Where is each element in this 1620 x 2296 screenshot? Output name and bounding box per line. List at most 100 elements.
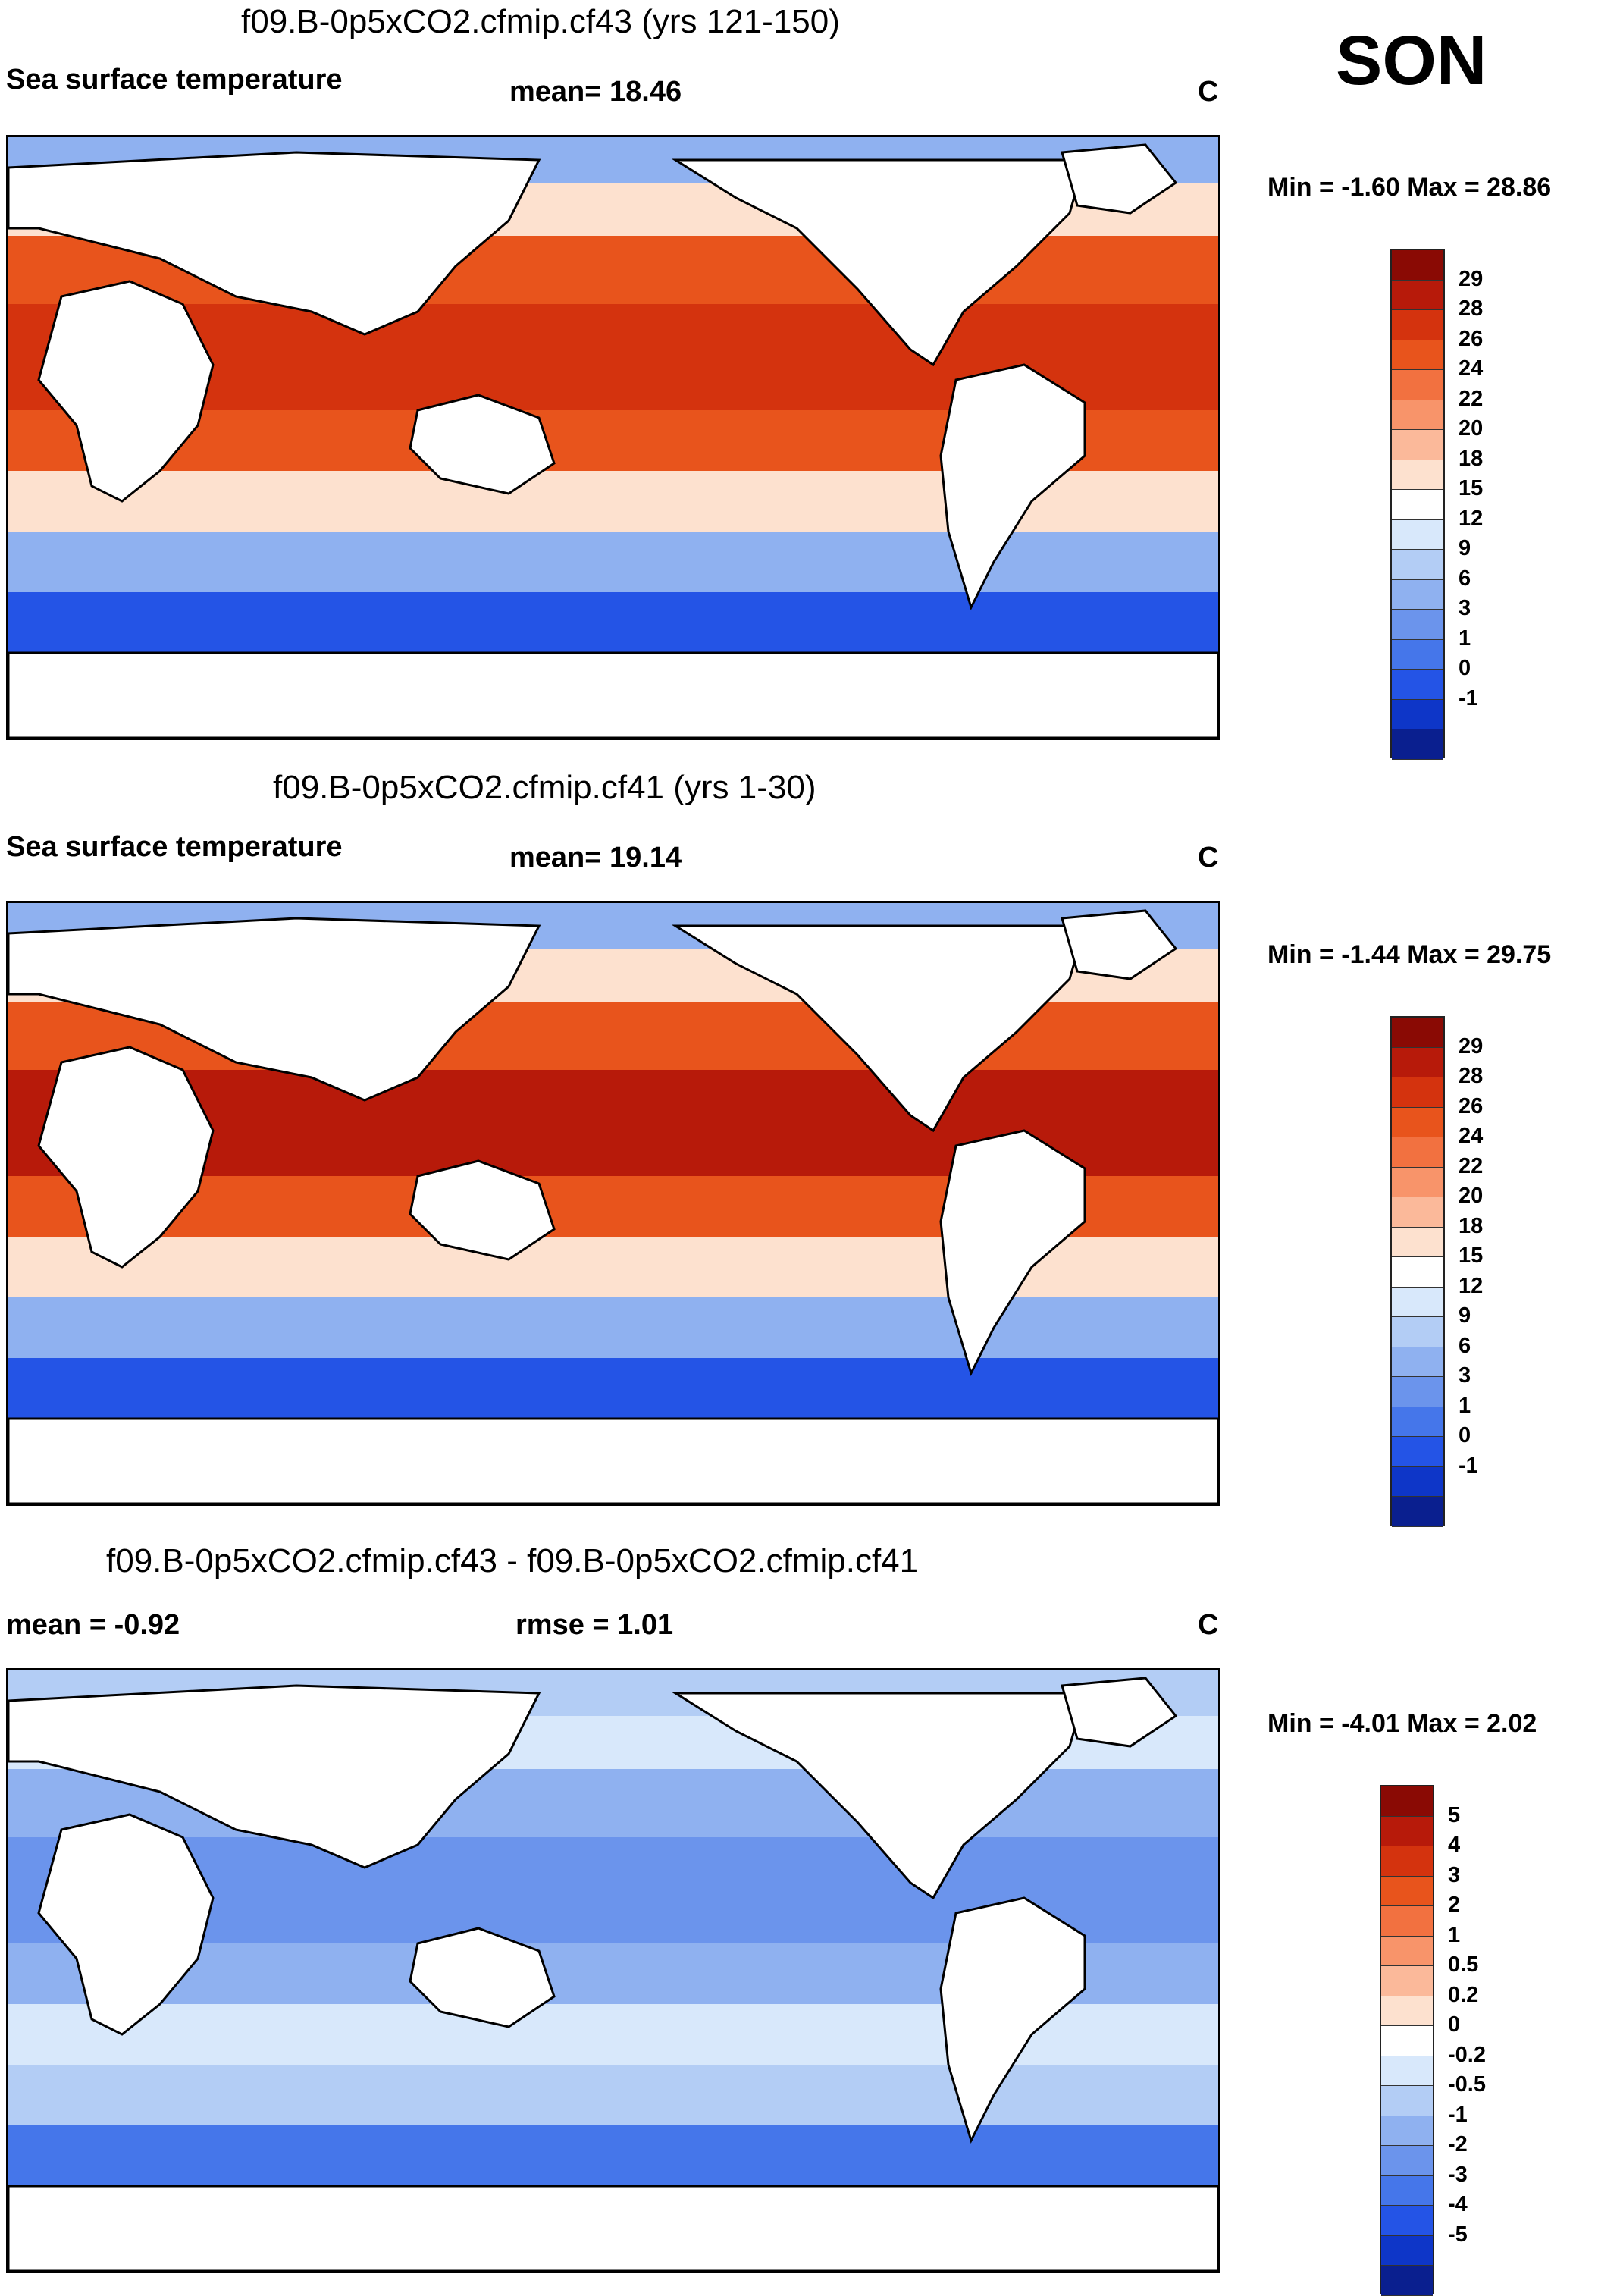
colorbar-swatch: [1381, 1786, 1433, 1817]
landmass-south-america: [939, 363, 1086, 611]
colorbar-tick-label: 1: [1459, 626, 1471, 651]
colorbar-tick-label: 24: [1459, 356, 1484, 381]
colorbar-swatch: [1392, 1018, 1443, 1048]
colorbar-swatch: [1392, 550, 1443, 580]
colorbar-tick-label: 12: [1459, 506, 1484, 531]
colorbar-swatch: [1381, 1876, 1433, 1906]
panel-3-unit: C: [1198, 1609, 1219, 1641]
colorbar-swatch: [1381, 2206, 1433, 2236]
colorbar-swatch: [1392, 1287, 1443, 1317]
landmass-south-america: [939, 1896, 1086, 2144]
ocean-band: [8, 592, 1218, 653]
panel-2-unit: C: [1198, 842, 1219, 874]
colorbar-swatch: [1381, 2175, 1433, 2206]
colorbar-swatch: [1392, 400, 1443, 430]
colorbar-swatch: [1392, 1497, 1443, 1527]
panel-2-mean: mean= 19.14: [509, 842, 682, 874]
panel-3-rmse: rmse = 1.01: [515, 1609, 674, 1641]
colorbar-swatch: [1392, 1466, 1443, 1497]
colorbar-tick-label: 28: [1459, 296, 1484, 321]
colorbar-swatch: [1381, 2266, 1433, 2296]
panel-2-title: f09.B-0p5xCO2.cfmip.cf41 (yrs 1-30): [273, 769, 816, 806]
colorbar-tick-label: 3: [1459, 1363, 1471, 1388]
colorbar-swatch: [1381, 1936, 1433, 1966]
landmass-greenland: [1061, 1677, 1178, 1748]
colorbar-tick-label: 4: [1448, 1833, 1461, 1857]
colorbar-tick-label: 1: [1459, 1393, 1471, 1418]
panel-3-map: [6, 1668, 1220, 2273]
ocean-band: [8, 1297, 1218, 1358]
landmass-greenland: [1061, 143, 1178, 215]
colorbar-tick-label: 26: [1459, 326, 1484, 351]
colorbar-tick-label: 24: [1459, 1124, 1484, 1148]
colorbar-swatch: [1392, 729, 1443, 760]
colorbar-swatch: [1392, 699, 1443, 729]
colorbar-swatch: [1392, 1167, 1443, 1197]
landmass-eurasia: [8, 1684, 541, 1869]
colorbar-swatch: [1381, 2116, 1433, 2146]
ocean-band: [8, 1358, 1218, 1419]
colorbar-swatch: [1392, 1377, 1443, 1407]
colorbar-tick-label: 9: [1459, 536, 1471, 560]
colorbar-swatch: [1392, 639, 1443, 670]
colorbar-tick-label: 18: [1459, 1213, 1484, 1238]
panel-1-minmax: Min = -1.60 Max = 28.86: [1267, 173, 1552, 202]
colorbar-swatch: [1381, 2146, 1433, 2176]
panel-1-title: f09.B-0p5xCO2.cfmip.cf43 (yrs 121-150): [241, 3, 840, 40]
ocean-band: [8, 532, 1218, 592]
colorbar-swatch: [1392, 1257, 1443, 1288]
colorbar-swatch: [1392, 490, 1443, 520]
colorbar-tick-label: 20: [1459, 1184, 1484, 1208]
colorbar-tick-label: 29: [1459, 266, 1484, 291]
colorbar-tick-label: 6: [1459, 1333, 1471, 1358]
ocean-band: [8, 2065, 1218, 2125]
colorbar-swatch: [1392, 460, 1443, 490]
panel-2-map: [6, 901, 1220, 1506]
landmass-greenland: [1061, 909, 1178, 980]
colorbar-swatch: [1392, 610, 1443, 640]
colorbar-tick-label: 15: [1459, 1244, 1484, 1268]
colorbar-tick-label: 0.5: [1448, 1953, 1479, 1977]
colorbar-tick-label: -1: [1459, 685, 1478, 710]
colorbar-swatch: [1392, 1137, 1443, 1168]
colorbar-tick-label: 1: [1448, 1922, 1461, 1947]
colorbar-swatch: [1392, 310, 1443, 340]
colorbar-tick-label: 9: [1459, 1303, 1471, 1328]
colorbar-tick-label: 6: [1459, 566, 1471, 591]
colorbar-tick-label: 0: [1448, 2012, 1461, 2037]
colorbar-tick-label: -5: [1448, 2222, 1468, 2247]
panel-2-minmax: Min = -1.44 Max = 29.75: [1267, 940, 1552, 969]
panel-1-variable-label: Sea surface temperature: [6, 64, 343, 96]
colorbar-swatch: [1381, 1846, 1433, 1877]
colorbar-tick-label: 26: [1459, 1093, 1484, 1118]
ocean-band: [8, 2125, 1218, 2186]
colorbar-swatch: [1381, 1996, 1433, 2026]
colorbar-tick-label: -1: [1459, 1453, 1478, 1478]
colorbar-tick-label: 3: [1448, 1862, 1461, 1887]
colorbar-swatch: [1381, 1906, 1433, 1937]
colorbar-tick-label: -0.5: [1448, 2072, 1486, 2097]
landmass-eurasia: [8, 151, 541, 336]
panel-1-map: [6, 135, 1220, 740]
colorbar-swatch: [1392, 519, 1443, 550]
colorbar-swatch: [1392, 1077, 1443, 1108]
colorbar-tick-label: 18: [1459, 446, 1484, 471]
colorbar-swatch: [1381, 2056, 1433, 2086]
landmass-australia: [409, 394, 556, 495]
colorbar-tick-label: -2: [1448, 2132, 1468, 2156]
colorbar-swatches: [1390, 1016, 1445, 1527]
landmass-africa: [37, 1046, 215, 1269]
colorbar-tick-label: 20: [1459, 416, 1484, 441]
colorbar-tick-label: 2: [1448, 1893, 1461, 1917]
colorbar-swatch: [1392, 430, 1443, 460]
colorbar-swatch: [1392, 1107, 1443, 1137]
landmass-antarctica: [8, 1417, 1218, 1504]
colorbar-swatch: [1381, 2235, 1433, 2266]
panel-3-mean: mean = -0.92: [6, 1609, 180, 1641]
colorbar-swatch: [1392, 1227, 1443, 1257]
colorbar-swatch: [1392, 579, 1443, 610]
colorbar-swatch: [1392, 1437, 1443, 1467]
colorbar-tick-label: 22: [1459, 1153, 1484, 1178]
colorbar-swatch: [1381, 2026, 1433, 2056]
landmass-africa: [37, 280, 215, 503]
